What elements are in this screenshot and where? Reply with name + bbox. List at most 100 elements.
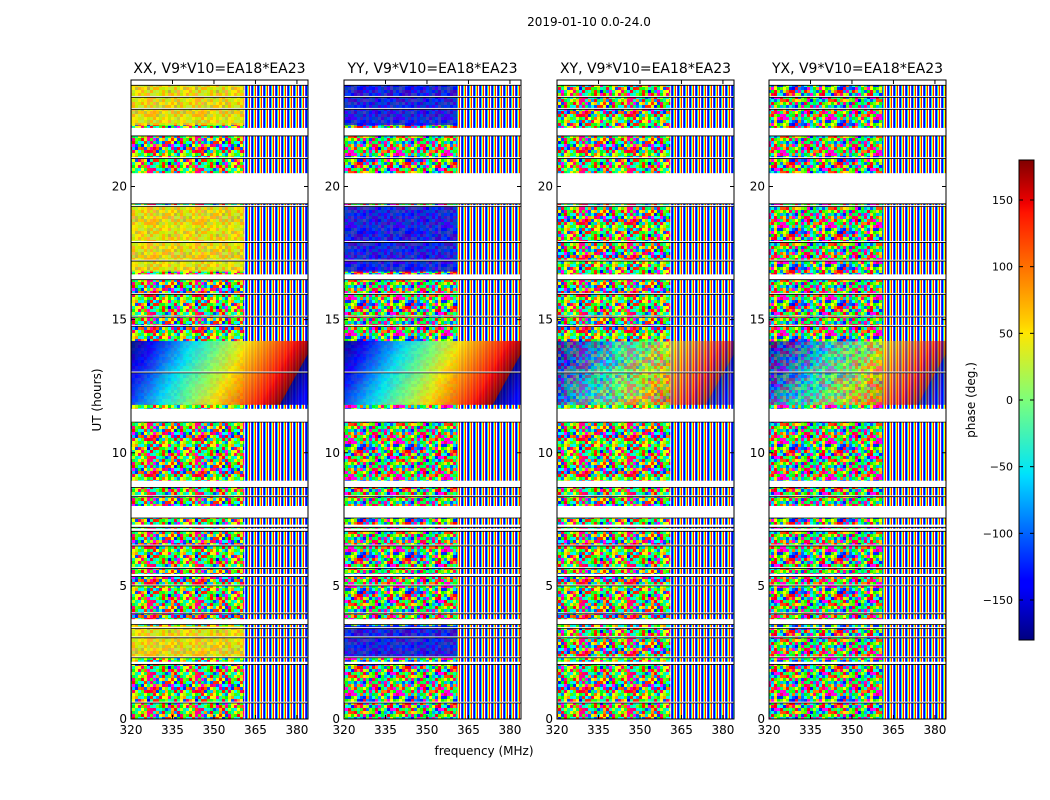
flagged-row xyxy=(769,661,946,665)
figure-suptitle: 2019-01-10 0.0-24.0 xyxy=(527,15,651,29)
panel-xx: XX, V9*V10=EA18*EA23 320 335 350 365 380 0 5 10 1… xyxy=(112,61,309,737)
flagged-row xyxy=(131,627,308,629)
flagged-row xyxy=(344,567,521,569)
flagged-row xyxy=(557,573,734,577)
flagged-row xyxy=(769,524,946,528)
flagged-row xyxy=(557,495,734,497)
flagged-row xyxy=(131,127,308,136)
flagged-row xyxy=(131,107,308,110)
flagged-row xyxy=(131,315,308,317)
panel-yx: YX, V9*V10=EA18*EA23 320 335 350 365 380 0 5 10 1… xyxy=(750,61,947,737)
panel-heatmap xyxy=(344,80,521,719)
flagged-row xyxy=(344,259,521,262)
flagged-row xyxy=(131,584,308,586)
flagged-row xyxy=(557,371,734,373)
flagged-row xyxy=(131,506,308,518)
flagged-row xyxy=(131,573,308,577)
flagged-row xyxy=(344,627,521,629)
panel-frame xyxy=(130,79,309,720)
x-tick-label: 335 xyxy=(799,723,822,737)
x-tick-label: 320 xyxy=(120,723,143,737)
flagged-row xyxy=(344,619,521,625)
colorbar-tick-label: −100 xyxy=(983,527,1013,540)
flagged-row xyxy=(557,315,734,317)
flagged-row xyxy=(344,636,521,638)
flagged-row xyxy=(344,544,521,546)
flagged-row xyxy=(131,567,308,569)
flagged-row xyxy=(344,107,521,110)
x-tick-label: 335 xyxy=(161,723,184,737)
panel-heatmap xyxy=(131,80,308,719)
flagged-row xyxy=(769,371,946,373)
flagged-row xyxy=(344,612,521,614)
flagged-row xyxy=(131,636,308,638)
flagged-row xyxy=(131,205,308,207)
flagged-row xyxy=(557,528,734,532)
x-tick-label: 320 xyxy=(333,723,356,737)
flagged-row xyxy=(344,157,521,159)
flagged-row xyxy=(769,480,946,488)
y-tick-label: 5 xyxy=(332,579,340,593)
panel-yy: YY, V9*V10=EA18*EA23 320 335 350 365 380 0 5 10 1… xyxy=(325,61,522,737)
flagged-row xyxy=(557,506,734,518)
coherent-band xyxy=(131,205,245,272)
y-tick-label: 0 xyxy=(332,712,340,726)
colorbar-tick-label: 50 xyxy=(999,327,1013,340)
flagged-row xyxy=(557,701,734,704)
y-tick-label: 5 xyxy=(119,579,127,593)
flagged-row xyxy=(344,80,521,86)
y-tick-label: 5 xyxy=(757,579,765,593)
flagged-row xyxy=(557,80,734,86)
flagged-row xyxy=(557,241,734,243)
flagged-row xyxy=(769,506,946,518)
flagged-row xyxy=(131,274,308,280)
flagged-row xyxy=(344,701,521,704)
panel-title: YY, V9*V10=EA18*EA23 xyxy=(346,61,517,77)
flagged-row xyxy=(769,619,946,625)
flagged-row xyxy=(557,544,734,546)
flagged-row xyxy=(557,567,734,569)
panel-frame xyxy=(343,79,522,720)
x-tick-label: 365 xyxy=(882,723,905,737)
y-tick-label: 15 xyxy=(325,313,340,327)
panel-title: XX, V9*V10=EA18*EA23 xyxy=(133,61,305,77)
flagged-row xyxy=(131,408,308,423)
x-axis-label: frequency (MHz) xyxy=(434,744,533,758)
coherent-band xyxy=(131,85,245,126)
colorbar-ticks: −150 −100 −50 0 50 100 150 xyxy=(983,194,1034,607)
colorbar-label: phase (deg.) xyxy=(964,362,978,438)
flagged-row xyxy=(344,495,521,497)
panel-title: XY, V9*V10=EA18*EA23 xyxy=(560,61,731,77)
y-tick-label: 10 xyxy=(750,446,765,460)
y-tick-label: 15 xyxy=(112,313,127,327)
flagged-row xyxy=(131,157,308,159)
flagged-row xyxy=(344,524,521,528)
x-tick-label: 335 xyxy=(587,723,610,737)
flagged-row xyxy=(769,157,946,159)
x-tick-label: 365 xyxy=(670,723,693,737)
x-tick-label: 380 xyxy=(923,723,946,737)
panel-frame xyxy=(768,79,947,720)
panel-frame xyxy=(556,79,735,720)
x-tick-label: 350 xyxy=(416,723,439,737)
flagged-row xyxy=(131,528,308,532)
flagged-row xyxy=(344,127,521,136)
flagged-row xyxy=(557,324,734,327)
flagged-row xyxy=(769,173,946,204)
flagged-row xyxy=(557,480,734,488)
coherent-band xyxy=(131,625,245,658)
y-tick-label: 0 xyxy=(545,712,553,726)
flagged-row xyxy=(557,656,734,658)
flagged-row xyxy=(344,656,521,658)
flagged-row xyxy=(557,636,734,638)
y-tick-label: 10 xyxy=(325,446,340,460)
flagged-row xyxy=(131,495,308,497)
y-axis-label: UT (hours) xyxy=(90,368,104,431)
flagged-row xyxy=(131,259,308,262)
flagged-row xyxy=(557,627,734,629)
x-tick-label: 350 xyxy=(841,723,864,737)
flagged-row xyxy=(557,127,734,136)
flagged-row xyxy=(344,371,521,373)
flagged-row xyxy=(769,495,946,497)
flagged-row xyxy=(557,173,734,204)
